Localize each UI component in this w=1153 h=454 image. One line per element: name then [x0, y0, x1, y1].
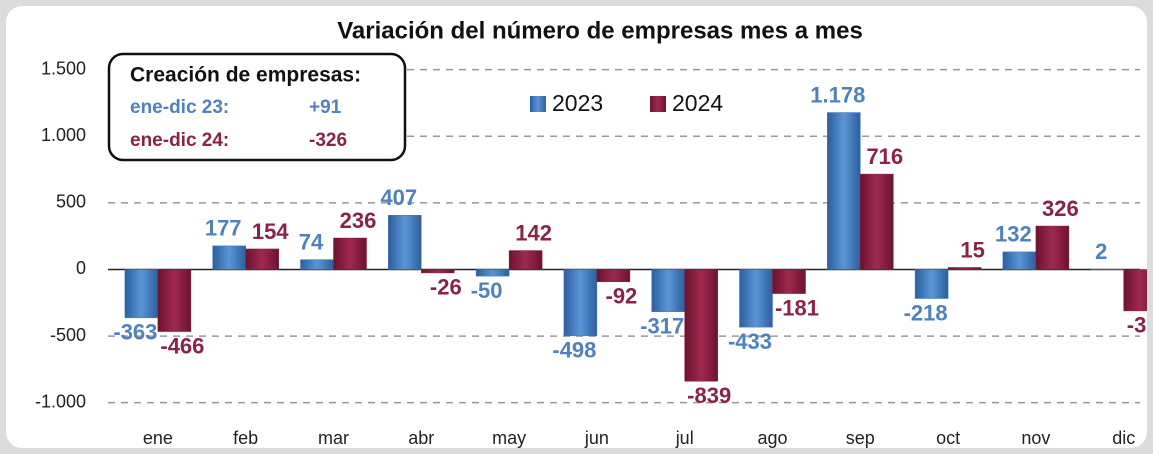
x-tick-label: jul: [675, 428, 694, 448]
value-label: -218: [904, 300, 948, 325]
bar: [388, 214, 422, 270]
y-tick-label: -500: [50, 325, 86, 345]
bar: [333, 237, 367, 270]
y-tick-label: 1.500: [41, 58, 86, 78]
chart: Variación del número de empresas mes a m…: [35, 17, 1147, 448]
value-label: 1.178: [810, 82, 865, 107]
value-label: -839: [687, 383, 731, 408]
value-label: 132: [995, 222, 1032, 247]
bar: [1123, 269, 1147, 312]
value-label: 326: [1042, 196, 1079, 221]
value-label: -92: [606, 284, 638, 309]
y-tick-label: 1.000: [41, 125, 86, 145]
bar: [421, 269, 455, 274]
x-tick-label: sep: [846, 428, 875, 448]
annotation-label: ene-dic 23:: [130, 97, 229, 118]
bar: [157, 269, 192, 332]
value-label: -317: [640, 314, 684, 339]
annotation-value: -326: [309, 130, 347, 151]
bar: [124, 269, 159, 319]
bar: [245, 248, 279, 270]
bar: [1002, 251, 1037, 270]
legend-swatch: [530, 96, 546, 112]
x-tick-label: abr: [408, 428, 434, 448]
bar: [947, 267, 982, 270]
legend-label: 2023: [552, 90, 603, 116]
bar: [772, 269, 806, 294]
value-label: -498: [552, 338, 596, 363]
x-tick-label: oct: [936, 428, 960, 448]
bar: [827, 112, 861, 270]
value-label: -311: [1127, 313, 1147, 338]
value-label: 74: [299, 229, 324, 254]
legend-label: 2024: [672, 90, 723, 116]
bar: [1035, 225, 1070, 270]
x-tick-label: jun: [584, 428, 609, 448]
value-label: -363: [113, 320, 157, 345]
value-label: 15: [960, 237, 984, 262]
x-tick-label: mar: [318, 428, 349, 448]
annotation-label: ene-dic 24:: [130, 130, 229, 151]
legend-swatch: [650, 96, 666, 112]
bar: [914, 269, 949, 299]
bar: [212, 245, 246, 270]
value-label: 716: [866, 144, 903, 169]
bar: [475, 269, 510, 277]
y-tick-label: 0: [76, 258, 86, 278]
value-label: 236: [340, 208, 377, 233]
y-tick-label: -1.000: [35, 391, 86, 411]
bar: [860, 173, 894, 270]
annotation-box: [107, 52, 407, 162]
bar: [563, 269, 598, 337]
value-label: 177: [205, 216, 242, 241]
bar: [300, 259, 334, 270]
value-label: -50: [471, 278, 503, 303]
annotation-title: Creación de empresas:: [130, 64, 361, 87]
value-label: -433: [728, 329, 772, 354]
chart-title: Variación del número de empresas mes a m…: [337, 17, 863, 44]
x-tick-label: may: [492, 428, 526, 448]
x-tick-label: feb: [233, 428, 258, 448]
value-label: -181: [775, 295, 819, 320]
y-tick-label: 500: [56, 192, 86, 212]
value-label: -26: [430, 275, 462, 300]
bar: [508, 250, 543, 270]
bar: [739, 269, 773, 328]
bar: [684, 269, 718, 382]
x-tick-label: ago: [757, 428, 787, 448]
bar: [596, 269, 631, 282]
value-label: -466: [160, 333, 204, 358]
value-label: 154: [252, 219, 289, 244]
value-label: 2: [1095, 239, 1107, 264]
annotation-value: +91: [309, 97, 342, 118]
value-label: 407: [380, 185, 417, 210]
x-tick-label: nov: [1021, 428, 1050, 448]
x-tick-label: ene: [143, 428, 173, 448]
bar: [651, 269, 685, 312]
x-tick-label: dic: [1112, 428, 1135, 448]
panel: Variación del número de empresas mes a m…: [6, 6, 1147, 448]
value-label: 142: [515, 220, 552, 245]
